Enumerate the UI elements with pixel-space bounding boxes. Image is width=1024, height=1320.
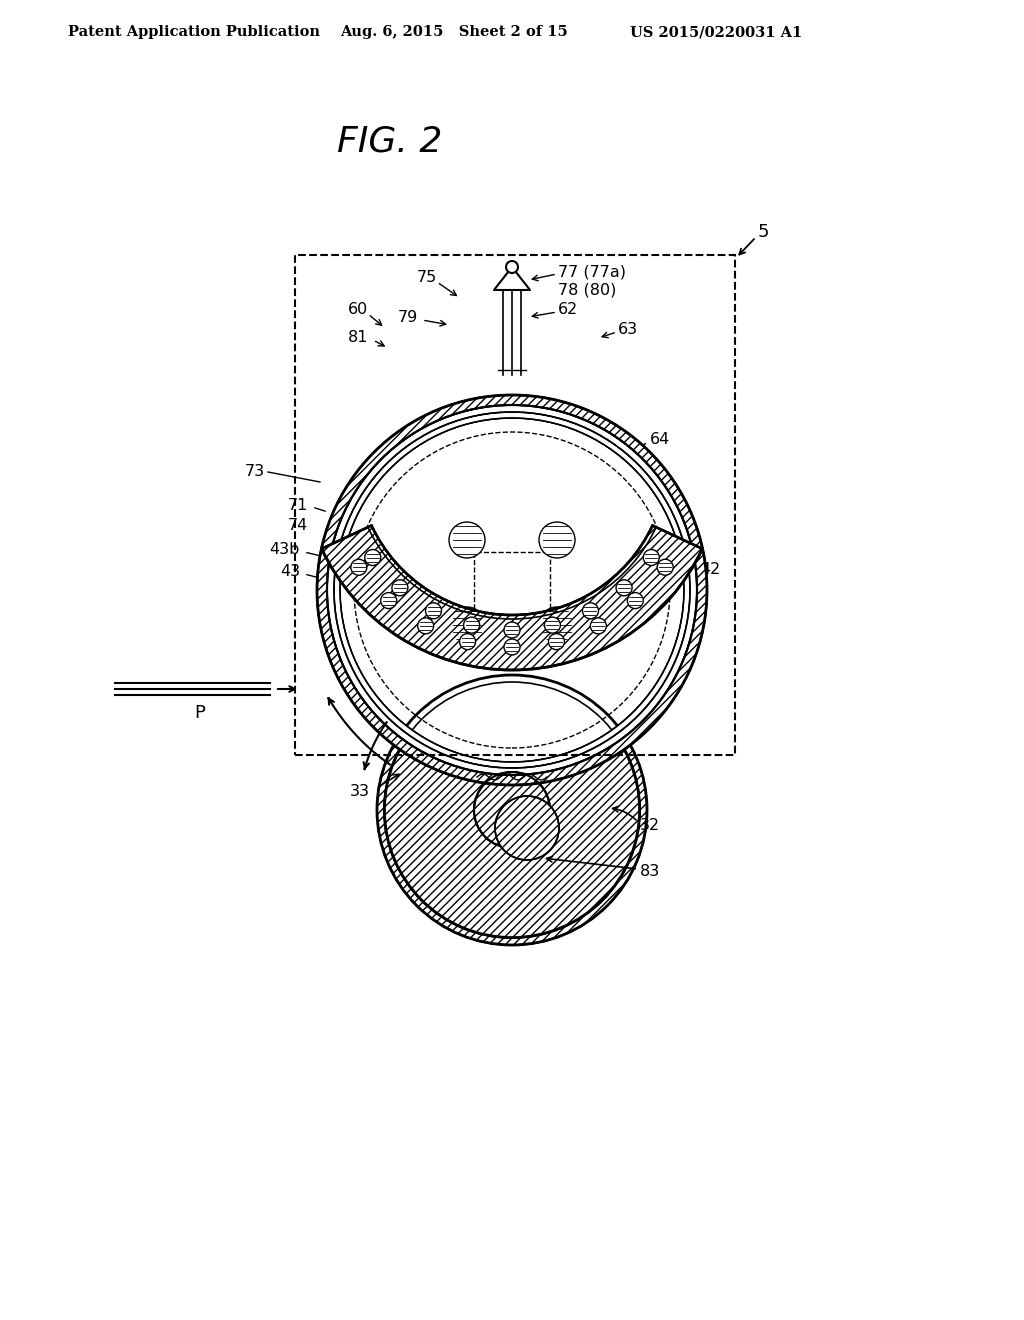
Circle shape bbox=[449, 607, 485, 643]
Circle shape bbox=[539, 607, 575, 643]
Text: 75: 75 bbox=[417, 271, 437, 285]
Text: 43: 43 bbox=[280, 565, 300, 579]
Circle shape bbox=[474, 772, 550, 847]
Wedge shape bbox=[377, 675, 647, 945]
Text: 71: 71 bbox=[288, 498, 308, 512]
Wedge shape bbox=[317, 395, 707, 785]
Text: Aug. 6, 2015   Sheet 2 of 15: Aug. 6, 2015 Sheet 2 of 15 bbox=[340, 25, 567, 40]
Circle shape bbox=[643, 549, 659, 565]
Text: 81: 81 bbox=[347, 330, 368, 346]
Text: 73: 73 bbox=[245, 465, 265, 479]
Text: 71: 71 bbox=[650, 504, 671, 520]
Text: P: P bbox=[195, 704, 206, 722]
Circle shape bbox=[365, 549, 381, 565]
Text: 74: 74 bbox=[650, 524, 671, 540]
Text: 33: 33 bbox=[350, 784, 370, 800]
Circle shape bbox=[591, 618, 606, 634]
Text: 5: 5 bbox=[758, 223, 769, 242]
Wedge shape bbox=[322, 525, 702, 671]
Circle shape bbox=[392, 579, 408, 595]
Circle shape bbox=[344, 422, 680, 758]
Circle shape bbox=[549, 634, 564, 649]
Bar bbox=[295, 255, 735, 755]
Text: 74: 74 bbox=[288, 517, 308, 532]
Text: US 2015/0220031 A1: US 2015/0220031 A1 bbox=[630, 25, 802, 40]
Bar bbox=[474, 552, 550, 628]
Text: 60: 60 bbox=[348, 302, 368, 318]
Circle shape bbox=[545, 618, 560, 634]
Circle shape bbox=[426, 603, 441, 619]
Text: 31: 31 bbox=[635, 693, 655, 708]
Text: 78 (80): 78 (80) bbox=[558, 282, 616, 297]
Circle shape bbox=[381, 593, 396, 609]
Text: 79: 79 bbox=[397, 310, 418, 326]
Text: 62: 62 bbox=[558, 302, 579, 318]
Circle shape bbox=[506, 261, 518, 273]
Circle shape bbox=[504, 639, 520, 655]
Circle shape bbox=[418, 618, 433, 634]
Text: 43b: 43b bbox=[269, 543, 300, 557]
Circle shape bbox=[460, 634, 475, 649]
Text: 32: 32 bbox=[640, 817, 660, 833]
Text: 42b: 42b bbox=[662, 573, 692, 587]
Circle shape bbox=[385, 682, 639, 937]
Circle shape bbox=[628, 593, 643, 609]
Circle shape bbox=[351, 560, 367, 576]
Circle shape bbox=[539, 521, 575, 558]
Text: 63: 63 bbox=[618, 322, 638, 338]
Circle shape bbox=[449, 521, 485, 558]
Text: 42a: 42a bbox=[662, 553, 692, 568]
Text: 83: 83 bbox=[640, 865, 660, 879]
Circle shape bbox=[464, 618, 479, 634]
Wedge shape bbox=[327, 405, 697, 775]
Text: 64: 64 bbox=[650, 433, 671, 447]
Text: 77 (77a): 77 (77a) bbox=[558, 264, 626, 280]
Circle shape bbox=[583, 603, 598, 619]
Circle shape bbox=[616, 579, 632, 595]
Text: FIG. 2: FIG. 2 bbox=[337, 125, 442, 158]
Wedge shape bbox=[334, 412, 690, 768]
Text: Patent Application Publication: Patent Application Publication bbox=[68, 25, 319, 40]
Circle shape bbox=[657, 560, 673, 576]
Circle shape bbox=[450, 528, 574, 652]
Circle shape bbox=[340, 418, 684, 762]
Circle shape bbox=[504, 622, 520, 638]
Text: 42: 42 bbox=[700, 562, 720, 578]
Circle shape bbox=[495, 796, 559, 861]
